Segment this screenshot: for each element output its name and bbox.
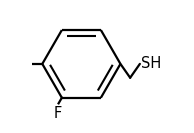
Text: SH: SH [141,56,161,71]
Text: F: F [54,106,62,121]
